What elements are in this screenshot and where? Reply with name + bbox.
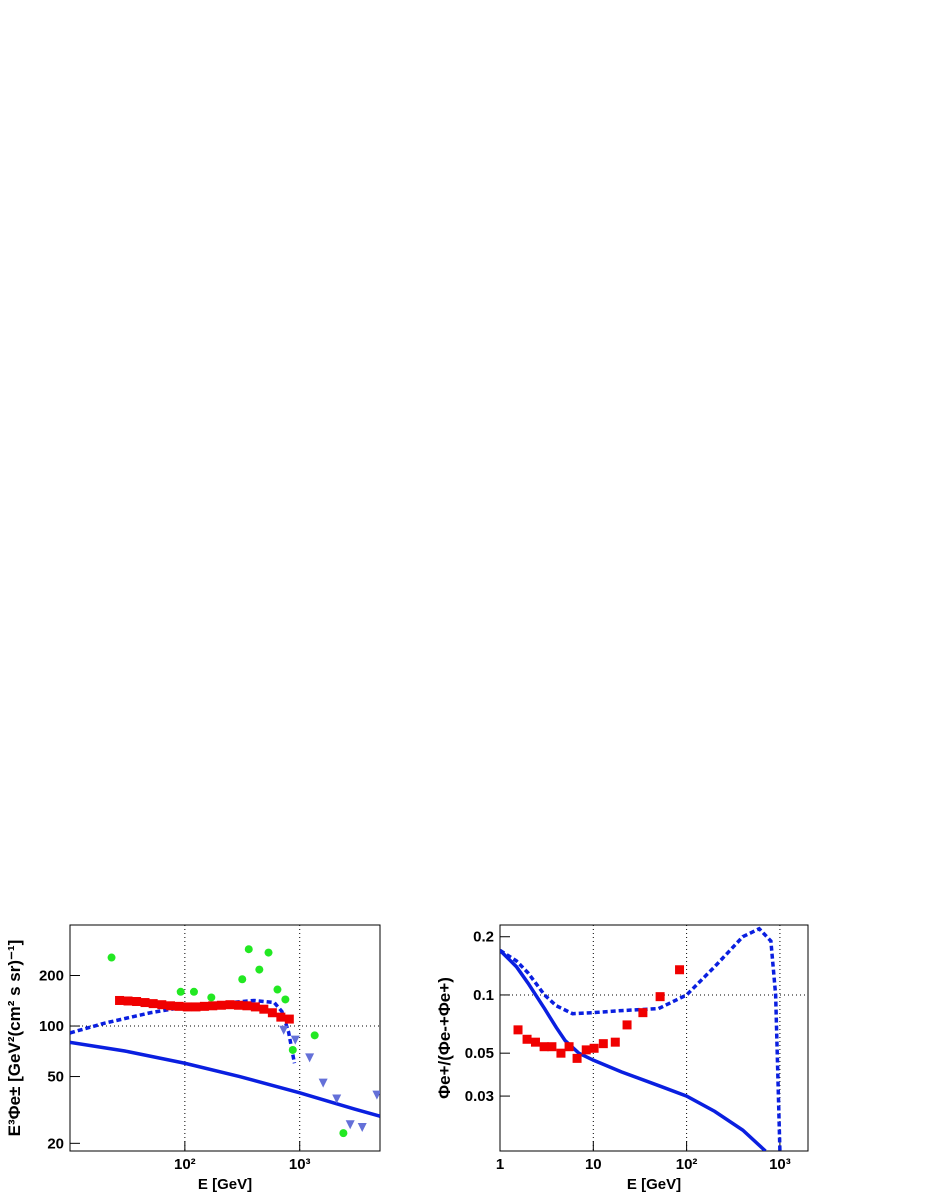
curve (500, 949, 767, 1151)
data-point (267, 1008, 277, 1018)
plot-frame (69, 924, 381, 1152)
data-point (357, 1123, 367, 1133)
data-point (107, 953, 116, 962)
data-point (166, 1001, 176, 1011)
y-tick-label: 100 (39, 1018, 64, 1035)
data-point (176, 987, 185, 996)
data-point (564, 1042, 574, 1052)
data-point (238, 975, 247, 984)
y-axis-label: Φe+/(Φe-+Φe+) (435, 977, 454, 1099)
x-tick-label: 10³ (289, 1156, 311, 1173)
x-tick-label: 10² (676, 1156, 698, 1173)
x-tick-label: 10² (174, 1156, 196, 1173)
data-point (281, 995, 290, 1004)
data-point (157, 1000, 167, 1010)
data-point (581, 1045, 591, 1055)
data-point (598, 1039, 608, 1049)
data-point (174, 1001, 184, 1011)
data-point (522, 1034, 532, 1044)
data-point (610, 1037, 620, 1047)
data-point (279, 1025, 289, 1035)
data-point (199, 1001, 209, 1011)
y-tick-label: 50 (47, 1069, 64, 1086)
data-point (123, 996, 133, 1006)
data-point (332, 1094, 342, 1104)
y-axis-label: E³Φe± [GeV²(cm² s sr)⁻¹] (5, 940, 24, 1137)
data-point (572, 1053, 582, 1063)
y-tick-label: 200 (39, 968, 64, 985)
data-point (233, 1000, 243, 1010)
data-point (250, 1002, 260, 1012)
data-point (264, 948, 273, 957)
data-point (225, 1000, 235, 1010)
data-point (622, 1020, 632, 1030)
x-tick-label: 1 (496, 1156, 504, 1173)
data-point (638, 1008, 648, 1018)
data-point (189, 987, 198, 996)
data-point (675, 965, 685, 975)
data-point (530, 1037, 540, 1047)
data-point (148, 999, 158, 1009)
plot-frame (499, 924, 809, 1152)
x-axis-label: E [GeV] (627, 1176, 681, 1193)
plot-area (500, 926, 782, 1151)
data-point (290, 1035, 300, 1045)
data-point (242, 1001, 252, 1011)
data-point (191, 1002, 201, 1012)
data-point (310, 1031, 319, 1040)
data-point (244, 945, 253, 954)
panel: 1 10 10² 10³ 0.03 0.05 0.1 0.2 E [GeV] Φe+/(Φe-+Φ… (435, 924, 809, 1193)
data-point (539, 1042, 549, 1052)
data-point (513, 1025, 523, 1035)
y-tick-label: 0.1 (473, 987, 494, 1004)
data-point (140, 998, 150, 1008)
x-axis-label: E [GeV] (198, 1176, 252, 1193)
data-point (208, 1001, 218, 1011)
data-point (556, 1048, 566, 1058)
y-tick-label: 0.03 (465, 1088, 494, 1105)
y-tick-label: 0.2 (473, 929, 494, 946)
data-point (132, 997, 142, 1007)
data-point (345, 1120, 355, 1130)
data-point (318, 1078, 328, 1088)
data-point (273, 985, 282, 994)
plot-area (70, 945, 380, 1138)
data-point (216, 1000, 226, 1010)
x-tick-label: 10³ (769, 1156, 791, 1173)
panel: 10² 10³ 20 50 100 200 E [GeV] E³Φe± [GeV²(cm² s… (5, 924, 381, 1193)
data-point (182, 1002, 192, 1012)
data-point (372, 1090, 380, 1100)
x-tick-label: 10 (585, 1156, 602, 1173)
curve (500, 926, 782, 1151)
data-point (255, 965, 264, 974)
data-point (207, 993, 216, 1002)
y-tick-label: 20 (47, 1135, 64, 1152)
data-point (305, 1053, 315, 1063)
data-point (339, 1129, 348, 1138)
data-point (284, 1014, 294, 1024)
y-tick-label: 0.05 (465, 1045, 494, 1062)
data-point (115, 995, 125, 1005)
data-point (288, 1045, 297, 1054)
data-point (655, 992, 665, 1002)
curve (70, 1040, 380, 1118)
data-point (547, 1042, 557, 1052)
data-point (589, 1043, 599, 1053)
data-point (276, 1012, 286, 1022)
data-point (259, 1004, 269, 1014)
